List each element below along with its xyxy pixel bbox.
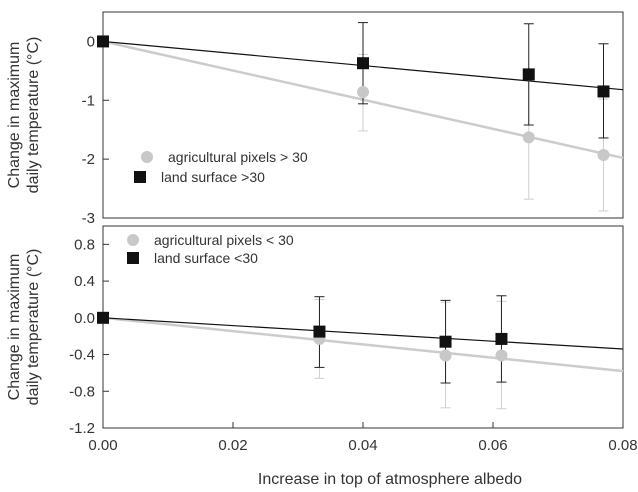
legend-marker xyxy=(127,252,139,264)
data-point xyxy=(597,149,610,162)
y-tick-label: 0.4 xyxy=(74,273,95,290)
y-tick-label: -1.2 xyxy=(69,420,95,437)
y-axis-title-line: daily temperature (°C) xyxy=(25,37,42,194)
data-point xyxy=(597,85,610,98)
x-tick-label: 0.08 xyxy=(608,437,637,454)
x-tick-label: 0.04 xyxy=(348,437,377,454)
legend-label: land surface <30 xyxy=(154,250,258,266)
y-axis-title: Change in maximum daily temperature (°C) xyxy=(6,37,42,194)
y-tick-label: -3 xyxy=(82,210,95,227)
data-point xyxy=(522,68,535,81)
data-point xyxy=(495,332,508,345)
x-tick-label: 0.02 xyxy=(218,437,247,454)
y-axis-title-line: daily temperature (°C) xyxy=(25,249,42,406)
legend-label: agricultural pixels < 30 xyxy=(154,232,294,248)
y-axis-title: Change in maximum daily temperature (°C) xyxy=(6,249,42,406)
bottom-panel: 0.8 0.4 0.0 -0.4 -0.8 -1.20.00 0.02 0.04 0.06 0.0… xyxy=(6,225,638,454)
data-point xyxy=(495,349,508,362)
data-point xyxy=(313,325,326,338)
y-tick-label: -0.8 xyxy=(69,383,95,400)
x-tick-label: 0.00 xyxy=(88,437,117,454)
legend-label: land surface >30 xyxy=(161,169,265,185)
y-tick-label: -0.4 xyxy=(69,347,95,364)
y-tick-label: 0.8 xyxy=(74,236,95,253)
y-tick-label: 0.0 xyxy=(74,310,95,327)
y-tick-label: -1 xyxy=(82,92,95,109)
data-point xyxy=(522,131,535,144)
data-point xyxy=(439,335,452,348)
data-point xyxy=(357,86,369,99)
legend-marker xyxy=(134,171,146,183)
top-panel: 0 -1 -2 -3 Change in maximum daily temperatur… xyxy=(6,11,624,227)
legend: agricultural pixels < 30 land surface <30 xyxy=(127,232,294,266)
y-tick-label: -2 xyxy=(82,151,95,168)
fit-line xyxy=(102,317,624,350)
y-tick-label: 0 xyxy=(87,33,95,50)
y-axis-title-line: Change in maximum xyxy=(6,254,23,401)
legend-label: agricultural pixels > 30 xyxy=(168,149,308,165)
fit-line xyxy=(102,316,624,373)
plot-frame xyxy=(102,11,624,219)
data-point xyxy=(97,35,109,48)
data-point xyxy=(357,57,369,70)
y-axis-title-line: Change in maximum xyxy=(6,42,23,189)
legend-marker xyxy=(141,151,153,163)
data-point xyxy=(97,311,109,324)
legend: agricultural pixels > 30 land surface >30 xyxy=(134,149,308,185)
data-point xyxy=(439,349,452,362)
x-tick-label: 0.06 xyxy=(478,437,507,454)
x-axis-title: Increase in top of atmosphere albedo xyxy=(258,471,522,488)
legend-marker xyxy=(127,234,139,246)
